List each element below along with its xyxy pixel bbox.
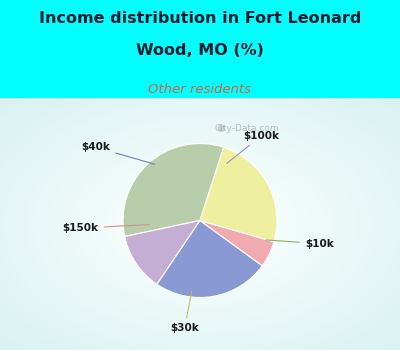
Text: City-Data.com: City-Data.com [215,124,280,133]
Text: ●: ● [217,123,225,133]
Wedge shape [200,147,277,242]
Text: $100k: $100k [227,131,280,163]
Text: Income distribution in Fort Leonard: Income distribution in Fort Leonard [39,12,361,26]
Text: $150k: $150k [63,223,150,233]
Text: $40k: $40k [82,142,155,164]
Text: Other residents: Other residents [148,83,252,96]
Text: $10k: $10k [266,239,334,248]
Wedge shape [123,144,224,237]
Wedge shape [157,220,262,298]
Wedge shape [200,220,274,266]
Text: Wood, MO (%): Wood, MO (%) [136,43,264,58]
Text: $30k: $30k [170,291,199,333]
Wedge shape [125,220,200,284]
